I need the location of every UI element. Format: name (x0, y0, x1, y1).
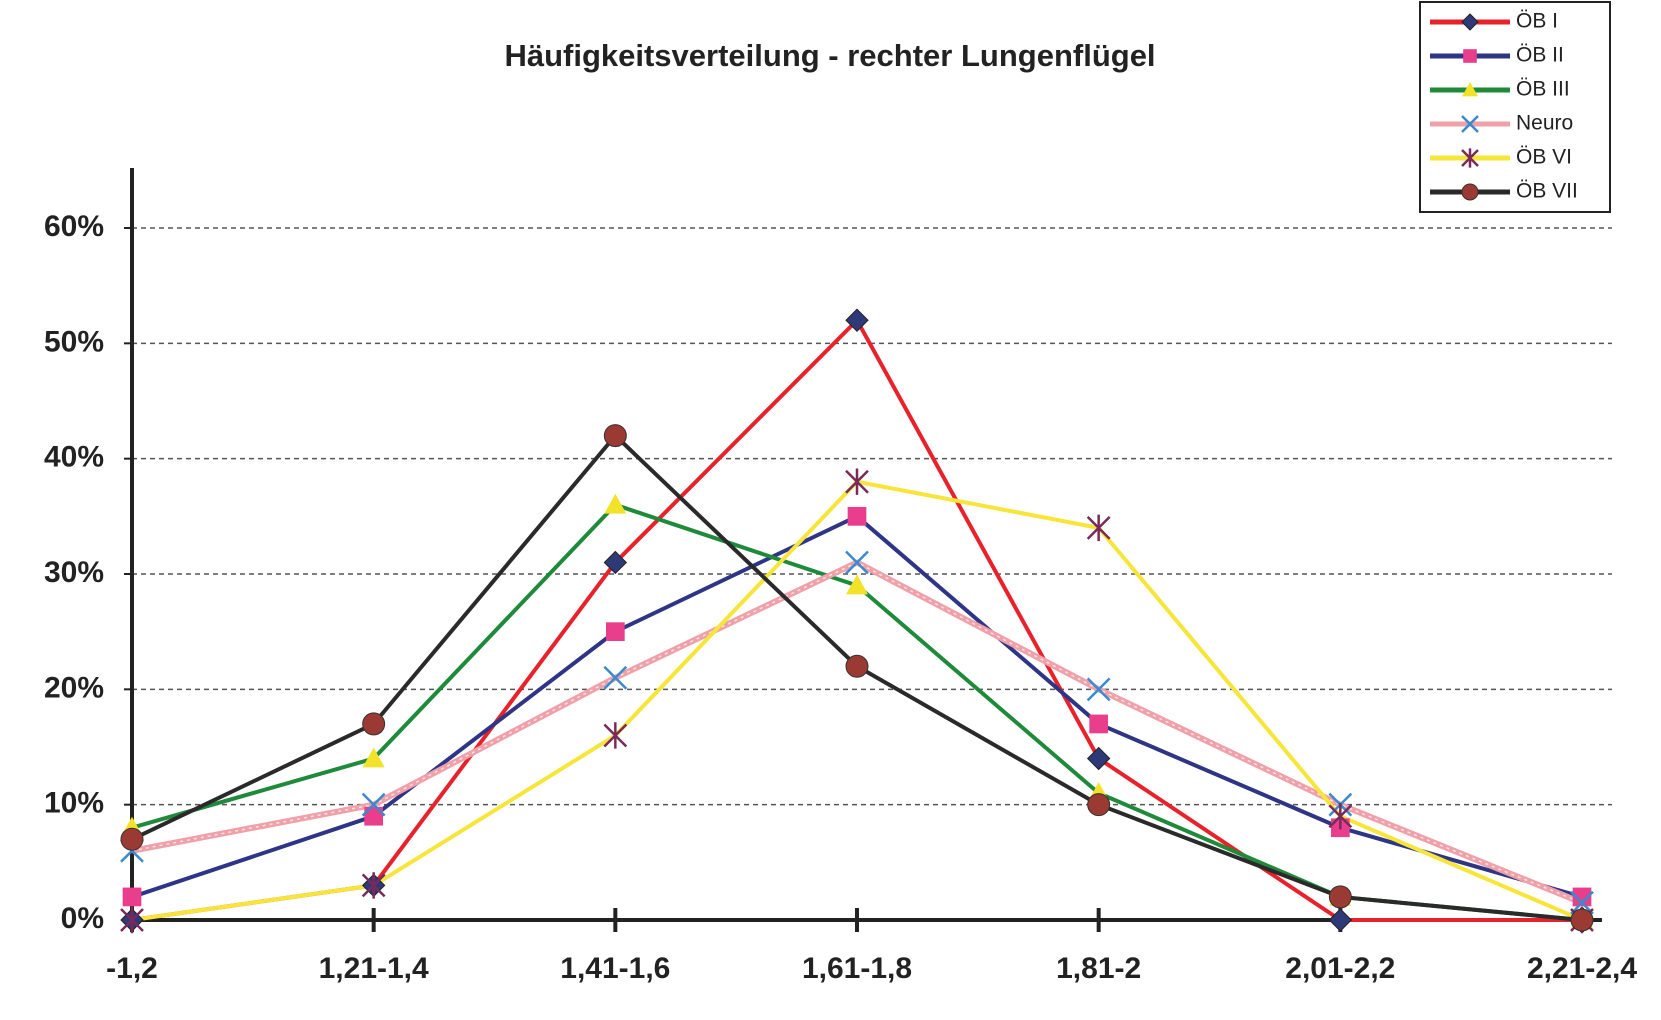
legend-box (1419, 1, 1611, 213)
x-tick-label: 1,81-2 (1056, 952, 1141, 985)
legend-label: ÖB III (1516, 78, 1570, 101)
marker (1461, 183, 1479, 201)
marker (846, 574, 868, 595)
y-tick-label: 10% (44, 787, 104, 820)
marker (1461, 148, 1479, 168)
marker (605, 622, 625, 642)
marker (120, 906, 144, 934)
x-tick-label: 1,21-1,4 (319, 952, 429, 985)
x-tick-label: 1,41-1,6 (560, 952, 670, 985)
x-tick-label: 2,21-2,4 (1527, 952, 1637, 985)
legend-label: ÖB VII (1516, 180, 1578, 203)
marker (1463, 49, 1477, 63)
marker (120, 827, 144, 851)
marker (364, 806, 384, 826)
series-line-hatch (131, 561, 1583, 904)
y-tick-label: 50% (44, 325, 104, 358)
marker (1462, 82, 1478, 97)
x-tick-label: 1,61-1,8 (802, 952, 912, 985)
marker (1328, 803, 1353, 830)
marker (361, 872, 386, 899)
marker (1328, 908, 1353, 932)
y-tick-label: 30% (44, 556, 104, 589)
marker (362, 712, 386, 736)
y-tick-label: 20% (44, 671, 104, 704)
marker (1461, 115, 1479, 133)
marker (604, 493, 627, 514)
legend-label: ÖB VI (1516, 146, 1572, 169)
marker (362, 747, 385, 768)
legend-label: ÖB I (1516, 10, 1558, 33)
series-line (131, 318, 1582, 922)
marker (1086, 746, 1111, 771)
marker (1570, 908, 1594, 932)
y-tick-label: 60% (44, 210, 104, 243)
marker (1086, 677, 1111, 702)
marker (603, 665, 628, 690)
marker (1086, 514, 1111, 542)
marker (845, 654, 869, 678)
x-tick-label: 2,01-2,2 (1285, 952, 1395, 985)
y-tick-label: 0% (61, 902, 104, 935)
series-line (131, 502, 1583, 922)
marker (122, 887, 142, 907)
chart-title: Häufigkeitsverteilung - rechter Lungenfl… (504, 38, 1155, 73)
marker (603, 550, 628, 575)
marker (845, 468, 869, 495)
x-tick-label: -1,2 (106, 952, 158, 985)
marker (603, 424, 627, 448)
marker (361, 792, 386, 817)
y-tick-label: 40% (44, 441, 104, 474)
marker (1087, 793, 1111, 817)
series-line (131, 559, 1584, 906)
marker (1461, 13, 1479, 31)
legend-label: ÖB II (1516, 44, 1564, 67)
marker (1089, 714, 1109, 734)
marker (845, 550, 869, 575)
marker (1328, 885, 1352, 909)
marker (1570, 890, 1594, 915)
marker (845, 308, 869, 332)
marker (603, 722, 628, 749)
series-line (131, 479, 1583, 922)
marker (847, 506, 867, 526)
legend-label: Neuro (1516, 112, 1573, 135)
marker (1572, 887, 1592, 907)
